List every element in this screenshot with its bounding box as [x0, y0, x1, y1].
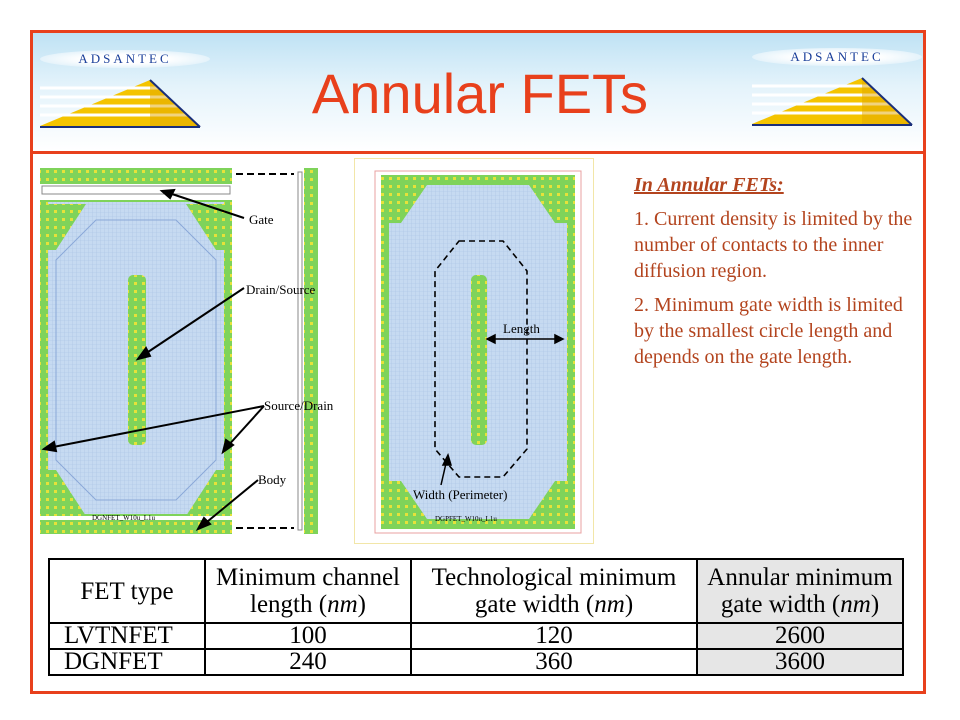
annular-fet-layout-left: Gate Drain/Source Source/Drain Body DGNF… — [36, 160, 346, 540]
table-cell: 360 — [410, 648, 698, 676]
logo-right-text: ADSANTEC — [752, 48, 922, 66]
label-source-drain: Source/Drain — [264, 398, 334, 413]
table-row: LVTNFET 100 120 2600 — [48, 622, 904, 650]
header-min-channel-length: Minimum channel length (nm) — [204, 558, 412, 624]
right-layout-drawing — [374, 170, 582, 534]
logo-left-pyramid-icon — [40, 79, 201, 128]
annular-fet-layout-right: Length Width (Perimeter) DGPFET_W10u_L1u — [354, 158, 594, 544]
logo-left-text: ADSANTEC — [40, 50, 210, 68]
table-cell: DGNFET — [48, 648, 206, 676]
header-fet-type: FET type — [48, 558, 206, 624]
explanation-point-2: 2. Minimum gate width is limited by the … — [634, 294, 903, 368]
label-width-perimeter: Width (Perimeter) — [413, 487, 508, 502]
table-cell: 100 — [204, 622, 412, 650]
explanation-heading: In Annular FETs: — [634, 174, 784, 196]
label-drain-source: Drain/Source — [246, 282, 316, 297]
table-cell: 120 — [410, 622, 698, 650]
label-body: Body — [258, 472, 287, 487]
label-gate: Gate — [249, 212, 274, 227]
label-length: Length — [503, 321, 540, 336]
header-annular-min-gate-width: Annular minimum gate width (nm) — [696, 558, 904, 624]
slide-frame — [30, 30, 926, 694]
right-layout-caption: DGPFET_W10u_L1u — [435, 515, 497, 523]
table-cell: LVTNFET — [48, 622, 206, 650]
table-cell: 2600 — [696, 622, 904, 650]
table-cell: 240 — [204, 648, 412, 676]
header-tech-min-gate-width: Technological minimum gate width (nm) — [410, 558, 698, 624]
logo-left: ADSANTEC — [40, 50, 220, 130]
left-layout-caption: DGNFET_W10u_L1u — [92, 514, 155, 522]
fet-comparison-table: FET type Minimum channel length (nm) Tech… — [48, 558, 904, 676]
left-layout-drawing — [40, 168, 318, 534]
table-header-row: FET type Minimum channel length (nm) Tech… — [48, 558, 904, 624]
explanation-point-1: 1. Current density is limited by the num… — [634, 208, 913, 282]
table-cell: 3600 — [696, 648, 904, 676]
logo-right: ADSANTEC — [752, 48, 932, 128]
slide-title: Annular FETs — [311, 62, 649, 125]
table-row: DGNFET 240 360 3600 — [48, 648, 904, 676]
explanation-text: In Annular FETs: 1. Current density is l… — [634, 172, 914, 378]
header-divider — [33, 151, 923, 154]
logo-right-pyramid-icon — [752, 77, 913, 126]
